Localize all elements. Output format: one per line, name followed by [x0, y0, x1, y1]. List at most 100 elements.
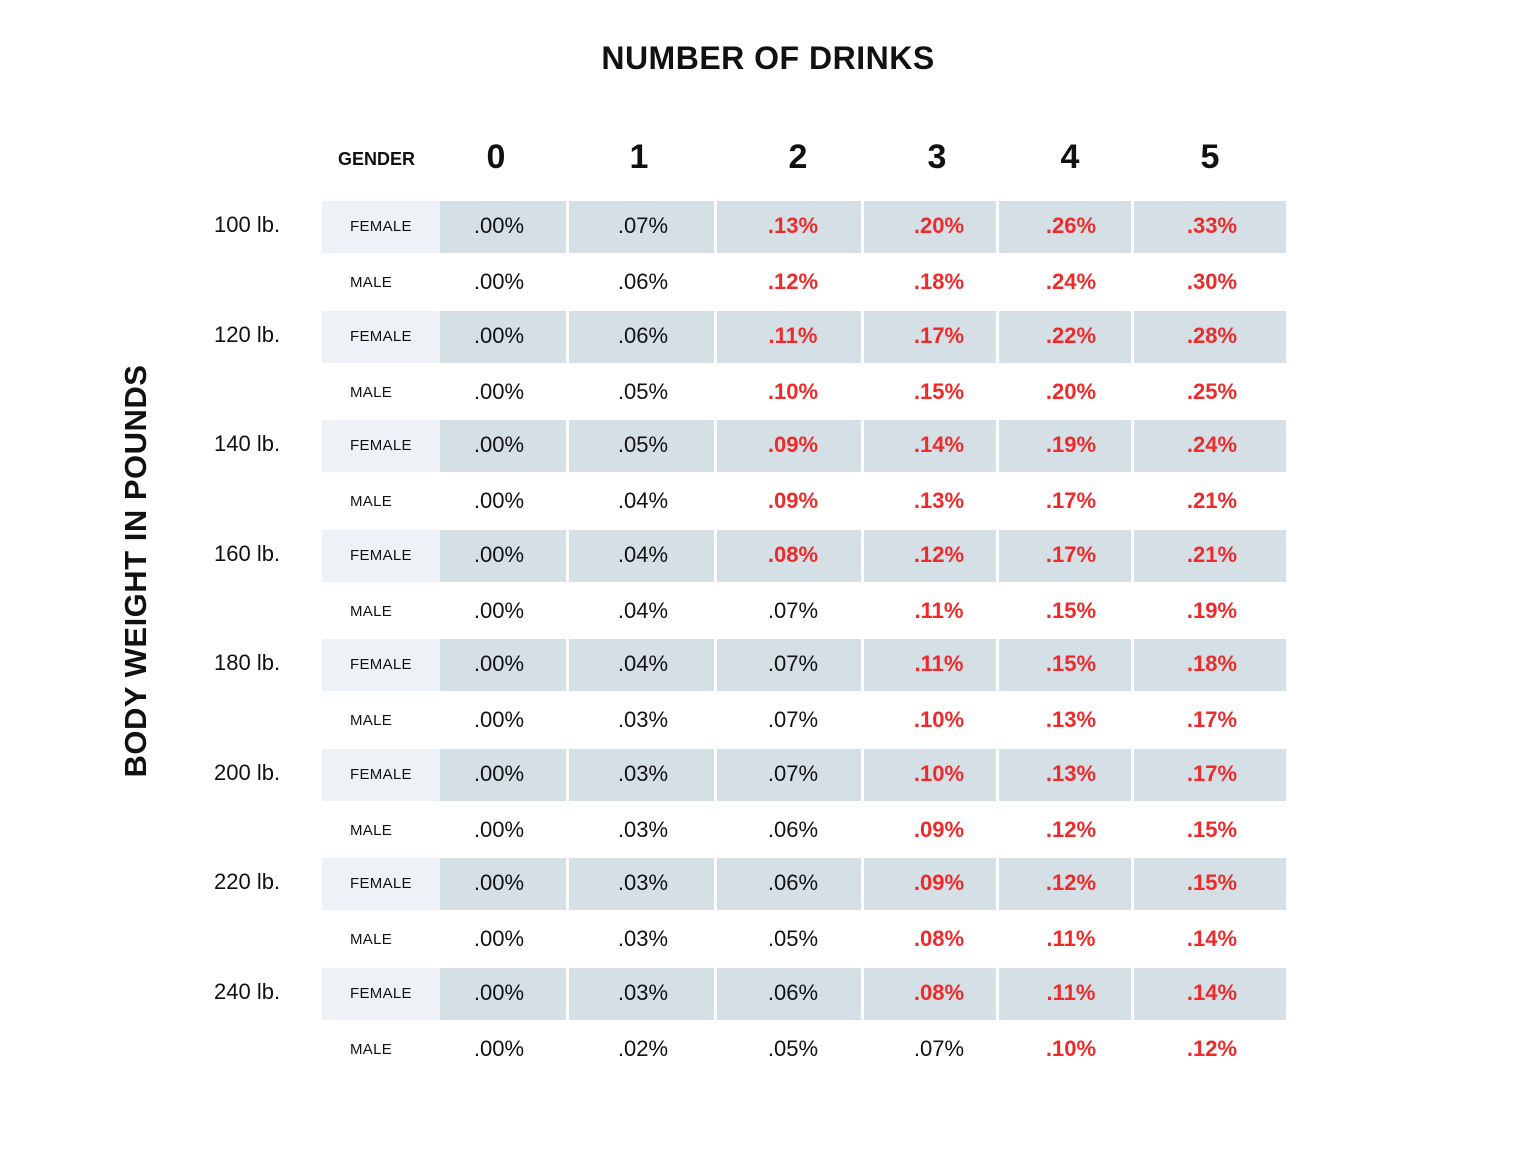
bac-value: .19% — [1186, 598, 1238, 623]
gender-label: FEMALE — [350, 985, 412, 1002]
data-cell-bg — [999, 749, 1131, 801]
bac-value: .00% — [473, 707, 525, 732]
bac-value: .09% — [767, 432, 819, 457]
data-cell-bg — [569, 530, 714, 582]
bac-value: .19% — [1045, 432, 1097, 457]
bac-value: .13% — [767, 213, 819, 238]
bac-value: .00% — [473, 1036, 525, 1061]
bac-value: .00% — [473, 269, 525, 294]
gender-cell-bg — [322, 530, 440, 582]
bac-value: .13% — [1045, 707, 1097, 732]
data-cell-bg — [569, 749, 714, 801]
data-cell-bg — [1134, 968, 1286, 1020]
bac-value: .24% — [1045, 269, 1097, 294]
bac-value: .15% — [1186, 870, 1238, 895]
bac-value: .07% — [913, 1036, 965, 1061]
gender-cell-bg — [322, 749, 440, 801]
data-cell-bg — [440, 201, 566, 253]
data-cell-bg — [999, 201, 1131, 253]
bac-value: .04% — [617, 488, 669, 513]
data-cell-bg — [1134, 311, 1286, 363]
gender-cell-bg — [322, 639, 440, 691]
gender-label: FEMALE — [350, 875, 412, 892]
bac-value: .03% — [617, 817, 669, 842]
bac-value: .15% — [1045, 651, 1097, 676]
data-cell-bg — [569, 201, 714, 253]
bac-value: .18% — [1186, 651, 1238, 676]
weight-label: 140 lb. — [214, 431, 281, 456]
bac-value: .00% — [473, 598, 525, 623]
gender-cell-bg — [322, 420, 440, 472]
weight-label: 160 lb. — [214, 541, 281, 566]
bac-value: .00% — [473, 817, 525, 842]
data-cell-bg — [717, 311, 861, 363]
bac-value: .20% — [1045, 379, 1097, 404]
gender-label: MALE — [350, 1041, 393, 1058]
table-row-band — [322, 968, 1286, 1020]
bac-value: .21% — [1186, 488, 1238, 513]
bac-value: .30% — [1186, 269, 1238, 294]
gender-cell-bg — [322, 968, 440, 1020]
bac-value: .15% — [913, 379, 965, 404]
bac-value: .03% — [617, 761, 669, 786]
gender-label: MALE — [350, 712, 393, 729]
bac-value: .12% — [1186, 1036, 1238, 1061]
bac-value: .02% — [617, 1036, 669, 1061]
data-cell-bg — [717, 858, 861, 910]
bac-value: .14% — [913, 432, 965, 457]
gender-label: FEMALE — [350, 328, 412, 345]
bac-value: .07% — [767, 761, 819, 786]
bac-value: .10% — [913, 761, 965, 786]
bac-value: .13% — [1045, 761, 1097, 786]
weight-label: 100 lb. — [214, 212, 281, 237]
bac-value: .11% — [914, 651, 964, 676]
bac-value: .03% — [617, 870, 669, 895]
column-header-drinks: 2 — [788, 138, 808, 176]
data-cell-bg — [569, 858, 714, 910]
table-row-band — [322, 530, 1286, 582]
bac-value: .08% — [913, 980, 965, 1005]
bac-value: .06% — [767, 817, 819, 842]
bac-value: .08% — [913, 926, 965, 951]
table-row-band — [322, 201, 1286, 253]
table-row-band — [322, 858, 1286, 910]
bac-value: .28% — [1186, 323, 1238, 348]
gender-cell-bg — [322, 858, 440, 910]
bac-value: .20% — [913, 213, 965, 238]
table-row-band — [322, 420, 1286, 472]
data-cell-bg — [999, 311, 1131, 363]
weight-label: 220 lb. — [214, 869, 281, 894]
gender-label: MALE — [350, 931, 393, 948]
bac-value: .03% — [617, 926, 669, 951]
bac-value: .12% — [767, 269, 819, 294]
column-header-drinks: 1 — [629, 138, 649, 176]
bac-value: .12% — [1045, 817, 1097, 842]
data-cell-bg — [864, 201, 996, 253]
y-axis-label: BODY WEIGHT IN POUNDS — [118, 364, 153, 778]
bac-value: .05% — [767, 926, 819, 951]
bac-value: .09% — [913, 817, 965, 842]
column-header-drinks: 3 — [927, 138, 947, 176]
weight-label: 180 lb. — [214, 650, 281, 675]
bac-value: .10% — [767, 379, 819, 404]
bac-value: .15% — [1045, 598, 1097, 623]
bac-value: .06% — [767, 980, 819, 1005]
data-cell-bg — [999, 530, 1131, 582]
bac-value: .06% — [767, 870, 819, 895]
data-cell-bg — [999, 858, 1131, 910]
bac-value: .03% — [617, 707, 669, 732]
bac-value: .25% — [1186, 379, 1238, 404]
bac-value: .00% — [473, 870, 525, 895]
data-cell-bg — [1134, 201, 1286, 253]
bac-value: .17% — [1045, 542, 1097, 567]
bac-value: .05% — [767, 1036, 819, 1061]
bac-value: .14% — [1186, 980, 1238, 1005]
bac-value: .17% — [1186, 761, 1238, 786]
gender-label: MALE — [350, 493, 393, 510]
bac-value: .00% — [473, 379, 525, 404]
data-cell-bg — [440, 420, 566, 472]
bac-value: .00% — [473, 323, 525, 348]
gender-label: FEMALE — [350, 547, 412, 564]
data-cell-bg — [440, 639, 566, 691]
bac-value: .00% — [473, 651, 525, 676]
